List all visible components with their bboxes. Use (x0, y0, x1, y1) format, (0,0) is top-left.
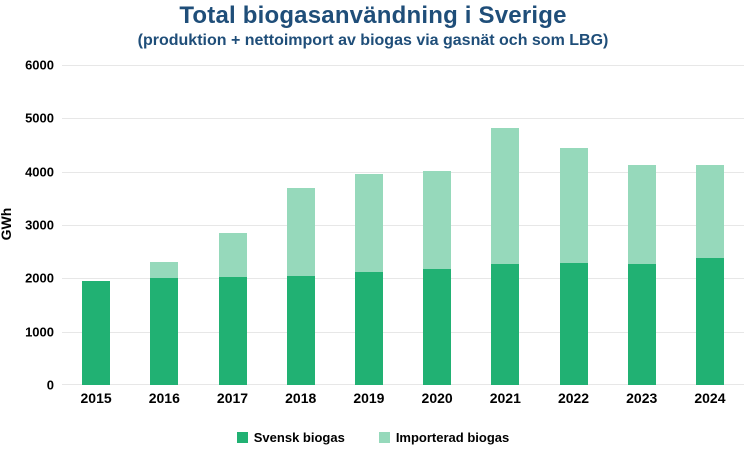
bar-segment-importerad-biogas-2023 (627, 165, 656, 265)
bar-2024 (695, 165, 724, 385)
gridline-1000 (62, 331, 744, 333)
bar-2019 (354, 174, 383, 385)
chart-title: Total biogasanvändning i Sverige (179, 2, 567, 29)
bar-2018 (286, 188, 315, 385)
legend-label: Svensk biogas (253, 430, 345, 445)
bar-2017 (218, 233, 247, 385)
bar-segment-svensk-biogas-2023 (627, 264, 656, 385)
y-tick-label-5000: 5000 (25, 110, 54, 126)
bar-column-2018 (267, 65, 335, 385)
y-tick-label-3000: 3000 (25, 217, 54, 233)
bar-2015 (82, 281, 111, 385)
bars-container (62, 65, 744, 385)
plot-area (62, 65, 744, 385)
legend-swatch-importerad-biogas (378, 432, 390, 443)
bar-2016 (150, 262, 179, 385)
bar-segment-svensk-biogas-2019 (354, 271, 383, 385)
y-tick-label-1000: 1000 (25, 324, 54, 340)
bar-2023 (627, 165, 656, 385)
y-tick-label-6000: 6000 (25, 57, 54, 73)
bar-segment-svensk-biogas-2016 (150, 277, 179, 385)
bar-column-2024 (676, 65, 744, 385)
legend-item-svensk-biogas: Svensk biogas (236, 430, 345, 445)
bar-segment-svensk-biogas-2018 (286, 275, 315, 385)
bar-segment-svensk-biogas-2022 (559, 262, 588, 385)
bar-column-2019 (335, 65, 403, 385)
legend-swatch-svensk-biogas (236, 432, 248, 443)
x-tick-label-2016: 2016 (148, 390, 180, 406)
bar-column-2020 (403, 65, 471, 385)
bar-column-2021 (471, 65, 539, 385)
legend-label: Importerad biogas (395, 430, 510, 445)
gridline-0 (62, 384, 744, 385)
bar-column-2016 (130, 65, 198, 385)
x-tick-label-2020: 2020 (421, 390, 453, 406)
x-tick-label-2022: 2022 (557, 390, 590, 406)
bar-2021 (491, 127, 520, 385)
bar-column-2023 (608, 65, 676, 385)
x-tick-label-2017: 2017 (216, 390, 249, 406)
bar-segment-svensk-biogas-2017 (218, 276, 247, 385)
bar-segment-importerad-biogas-2016 (150, 262, 179, 278)
y-tick-label-0: 0 (46, 377, 54, 393)
y-tick-label-4000: 4000 (25, 164, 54, 180)
bar-2022 (559, 147, 588, 385)
x-tick-label-2019: 2019 (353, 390, 385, 406)
x-tick-label-2015: 2015 (80, 390, 112, 406)
bar-2020 (423, 170, 452, 385)
bar-column-2015 (62, 65, 130, 385)
x-tick-label-2021: 2021 (489, 390, 521, 406)
gridline-2000 (62, 278, 744, 280)
x-tick-label-2023: 2023 (626, 390, 658, 406)
bar-segment-svensk-biogas-2024 (695, 258, 724, 385)
x-axis-ticks: 2015 2016 2017 2018 2019 2020 2021 2022 2023 2024 (62, 390, 744, 406)
bar-segment-importerad-biogas-2017 (218, 233, 247, 277)
gridline-6000 (62, 65, 744, 66)
gridline-3000 (62, 225, 744, 226)
bar-column-2022 (539, 65, 607, 385)
bar-column-2017 (198, 65, 266, 385)
bar-segment-svensk-biogas-2015 (82, 281, 111, 385)
bar-segment-svensk-biogas-2020 (423, 269, 452, 385)
chart-header: Total biogasanvändning i Sverige (produk… (0, 2, 746, 50)
bar-segment-importerad-biogas-2022 (559, 147, 588, 263)
y-axis-ticks: 0 1000 2000 3000 4000 5000 6000 (0, 58, 54, 393)
y-tick-label-2000: 2000 (25, 270, 54, 286)
bar-segment-importerad-biogas-2018 (286, 188, 315, 276)
x-tick-label-2024: 2024 (694, 390, 726, 406)
bar-segment-importerad-biogas-2021 (491, 127, 520, 265)
bar-segment-svensk-biogas-2021 (491, 264, 520, 385)
legend: Svensk biogas Importerad biogas (0, 430, 746, 445)
bar-segment-importerad-biogas-2024 (695, 165, 724, 259)
bar-segment-importerad-biogas-2019 (354, 174, 383, 272)
gridline-4000 (62, 171, 744, 173)
chart-subtitle: (produktion + nettoimport av biogas via … (137, 31, 609, 49)
bar-segment-importerad-biogas-2020 (423, 170, 452, 270)
gridline-5000 (62, 118, 744, 120)
x-tick-label-2018: 2018 (285, 390, 317, 406)
legend-item-importerad-biogas: Importerad biogas (378, 430, 510, 445)
